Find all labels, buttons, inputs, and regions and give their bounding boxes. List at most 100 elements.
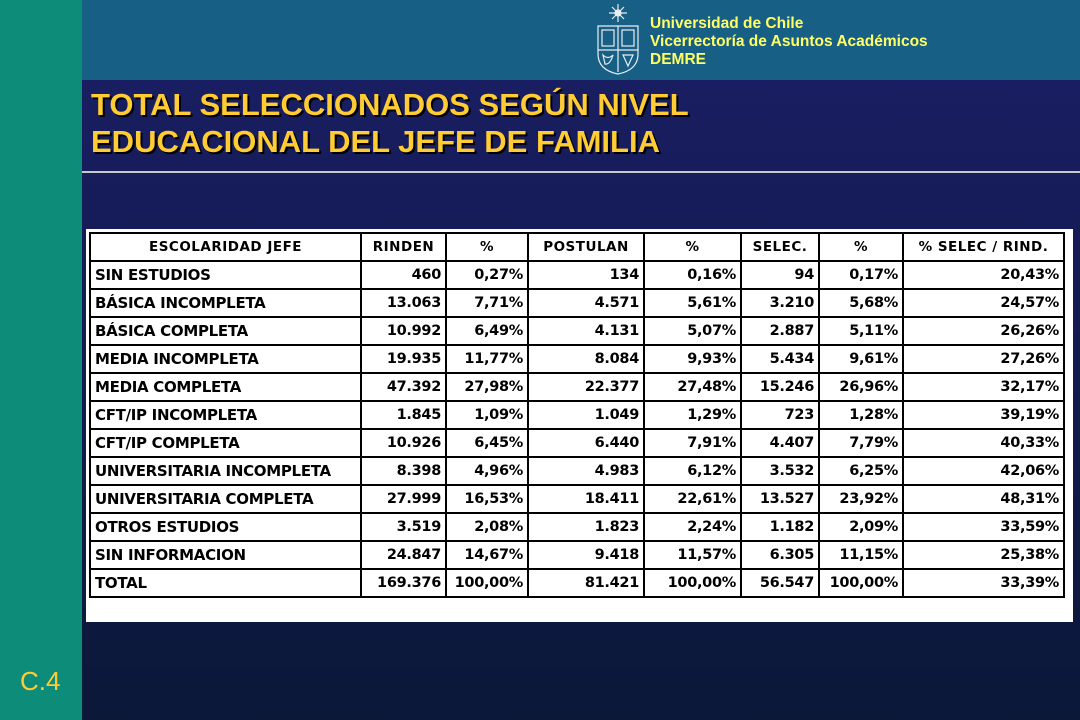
value-cell: 27,48% — [643, 372, 742, 402]
row-label-cell: MEDIA INCOMPLETA — [89, 344, 362, 374]
university-crest-icon — [590, 2, 646, 76]
table-row: BÁSICA COMPLETA 10.992 6,49% 4.131 5,07% 2.88… — [89, 316, 1065, 346]
value-cell: 3.532 — [740, 456, 820, 486]
value-cell: 7,79% — [818, 428, 904, 458]
value-cell: 9.418 — [527, 540, 645, 570]
value-cell: 2.887 — [740, 316, 820, 346]
value-cell: 1.049 — [527, 400, 645, 430]
value-cell: 5,11% — [818, 316, 904, 346]
column-header: % — [818, 232, 904, 262]
value-cell: 11,15% — [818, 540, 904, 570]
value-cell: 16,53% — [445, 484, 529, 514]
value-cell: 7,71% — [445, 288, 529, 318]
value-cell: 1,28% — [818, 400, 904, 430]
value-cell: 0,27% — [445, 260, 529, 290]
value-cell: 27,26% — [902, 344, 1065, 374]
column-header: % — [445, 232, 529, 262]
value-cell: 10.992 — [360, 316, 447, 346]
value-cell: 6.440 — [527, 428, 645, 458]
value-cell: 100,00% — [643, 568, 742, 598]
value-cell: 723 — [740, 400, 820, 430]
value-cell: 81.421 — [527, 568, 645, 598]
table-row: MEDIA INCOMPLETA 19.935 11,77% 8.084 9,93% 5.… — [89, 344, 1065, 374]
title-line: EDUCACIONAL DEL JEFE DE FAMILIA — [91, 124, 660, 159]
value-cell: 18.411 — [527, 484, 645, 514]
table-total-row: TOTAL 169.376 100,00% 81.421 100,00% 56.547 10… — [89, 568, 1065, 598]
value-cell: 1.823 — [527, 512, 645, 542]
table-row: MEDIA COMPLETA 47.392 27,98% 22.377 27,48% 15… — [89, 372, 1065, 402]
value-cell: 48,31% — [902, 484, 1065, 514]
value-cell: 2,24% — [643, 512, 742, 542]
value-cell: 24.847 — [360, 540, 447, 570]
institution-line: Vicerrectoría de Asuntos Académicos — [650, 33, 928, 50]
value-cell: 5,68% — [818, 288, 904, 318]
value-cell: 15.246 — [740, 372, 820, 402]
value-cell: 32,17% — [902, 372, 1065, 402]
value-cell: 5,61% — [643, 288, 742, 318]
value-cell: 13.063 — [360, 288, 447, 318]
value-cell: 11,77% — [445, 344, 529, 374]
row-label-cell: MEDIA COMPLETA — [89, 372, 362, 402]
value-cell: 10.926 — [360, 428, 447, 458]
value-cell: 5.434 — [740, 344, 820, 374]
table-row: CFT/IP COMPLETA 10.926 6,45% 6.440 7,91% 4.40… — [89, 428, 1065, 458]
value-cell: 3.210 — [740, 288, 820, 318]
column-header: SELEC. — [740, 232, 820, 262]
value-cell: 25,38% — [902, 540, 1065, 570]
value-cell: 6,25% — [818, 456, 904, 486]
value-cell: 6,45% — [445, 428, 529, 458]
table-row: CFT/IP INCOMPLETA 1.845 1,09% 1.049 1,29% 723… — [89, 400, 1065, 430]
value-cell: 1.182 — [740, 512, 820, 542]
value-cell: 1,29% — [643, 400, 742, 430]
value-cell: 27.999 — [360, 484, 447, 514]
value-cell: 6.305 — [740, 540, 820, 570]
slide-title: TOTAL SELECCIONADOS SEGÚN NIVEL EDUCACIO… — [91, 86, 1071, 160]
value-cell: 8.084 — [527, 344, 645, 374]
value-cell: 13.527 — [740, 484, 820, 514]
institution-block: Universidad de Chile Vicerrectoría de As… — [650, 15, 928, 69]
row-label-cell: SIN ESTUDIOS — [89, 260, 362, 290]
value-cell: 4.131 — [527, 316, 645, 346]
table-row: UNIVERSITARIA COMPLETA 27.999 16,53% 18.411… — [89, 484, 1065, 514]
value-cell: 27,98% — [445, 372, 529, 402]
column-header: ESCOLARIDAD JEFE — [89, 232, 362, 262]
value-cell: 4.407 — [740, 428, 820, 458]
value-cell: 22,61% — [643, 484, 742, 514]
value-cell: 2,09% — [818, 512, 904, 542]
value-cell: 40,33% — [902, 428, 1065, 458]
row-label-cell: CFT/IP INCOMPLETA — [89, 400, 362, 430]
table-row: UNIVERSITARIA INCOMPLETA 8.398 4,96% 4.983 6… — [89, 456, 1065, 486]
value-cell: 1,09% — [445, 400, 529, 430]
value-cell: 11,57% — [643, 540, 742, 570]
column-header: % — [643, 232, 742, 262]
value-cell: 9,61% — [818, 344, 904, 374]
row-label-cell: UNIVERSITARIA COMPLETA — [89, 484, 362, 514]
value-cell: 0,16% — [643, 260, 742, 290]
table-header-row: ESCOLARIDAD JEFE RINDEN% POSTULAN% SELEC.%%… — [89, 232, 1065, 262]
table-row: BÁSICA INCOMPLETA 13.063 7,71% 4.571 5,61% 3.… — [89, 288, 1065, 318]
institution-line: Universidad de Chile — [650, 15, 804, 32]
value-cell: 460 — [360, 260, 447, 290]
row-label-cell: BÁSICA INCOMPLETA — [89, 288, 362, 318]
title-divider — [82, 171, 1080, 173]
row-label-cell: UNIVERSITARIA INCOMPLETA — [89, 456, 362, 486]
value-cell: 0,17% — [818, 260, 904, 290]
table-row: OTROS ESTUDIOS 3.519 2,08% 1.823 2,24% 1.182 2… — [89, 512, 1065, 542]
table-row: SIN ESTUDIOS 460 0,27% 134 0,16% 94 0,17% 20,43… — [89, 260, 1065, 290]
row-label-cell: OTROS ESTUDIOS — [89, 512, 362, 542]
value-cell: 8.398 — [360, 456, 447, 486]
value-cell: 6,12% — [643, 456, 742, 486]
value-cell: 26,26% — [902, 316, 1065, 346]
value-cell: 4.983 — [527, 456, 645, 486]
value-cell: 4.571 — [527, 288, 645, 318]
row-label-cell: BÁSICA COMPLETA — [89, 316, 362, 346]
title-line: TOTAL SELECCIONADOS SEGÚN NIVEL — [91, 87, 689, 122]
value-cell: 56.547 — [740, 568, 820, 598]
value-cell: 3.519 — [360, 512, 447, 542]
value-cell: 47.392 — [360, 372, 447, 402]
value-cell: 33,39% — [902, 568, 1065, 598]
value-cell: 19.935 — [360, 344, 447, 374]
data-table: ESCOLARIDAD JEFE RINDEN% POSTULAN% SELEC.%%… — [89, 232, 1065, 598]
value-cell: 2,08% — [445, 512, 529, 542]
value-cell: 169.376 — [360, 568, 447, 598]
